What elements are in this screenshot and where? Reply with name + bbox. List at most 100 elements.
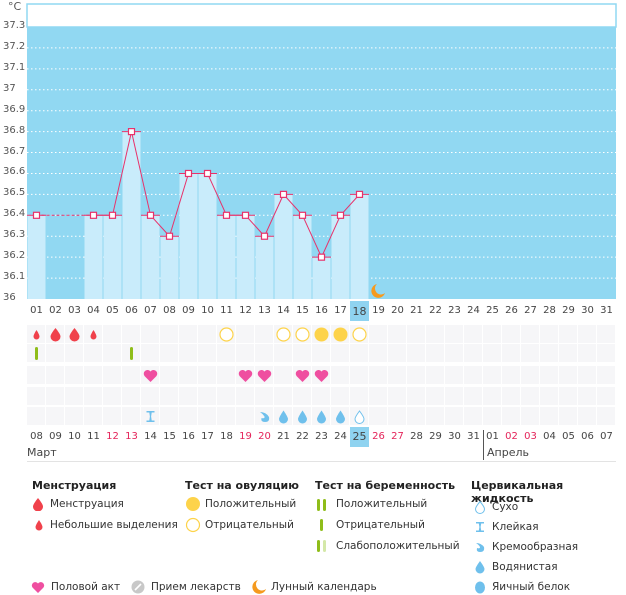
day-cell[interactable] [160, 344, 178, 362]
day-cell[interactable] [407, 366, 425, 384]
day-cell[interactable] [388, 407, 406, 425]
cycle-day-label[interactable]: 12 [239, 305, 252, 316]
day-cell[interactable] [502, 325, 520, 343]
calendar-date-label[interactable]: 13 [125, 431, 138, 442]
calendar-date-label[interactable]: 16 [182, 431, 195, 442]
day-cell[interactable] [597, 387, 615, 405]
cycle-day-label[interactable]: 25 [486, 305, 499, 316]
cycle-day-label[interactable]: 15 [296, 305, 309, 316]
day-cell[interactable] [426, 366, 444, 384]
day-cell[interactable] [236, 325, 254, 343]
day-cell[interactable] [559, 325, 577, 343]
day-cell[interactable] [217, 344, 235, 362]
day-cell[interactable] [445, 366, 463, 384]
day-cell[interactable] [540, 344, 558, 362]
calendar-date-label[interactable]: 21 [277, 431, 290, 442]
day-cell[interactable] [559, 407, 577, 425]
cycle-day-label[interactable]: 29 [562, 305, 575, 316]
calendar-date-label[interactable]: 29 [429, 431, 442, 442]
day-cell[interactable] [350, 387, 368, 405]
day-cell[interactable] [84, 344, 102, 362]
day-cell[interactable] [103, 407, 121, 425]
day-cell[interactable] [255, 387, 273, 405]
cycle-day-label[interactable]: 08 [163, 305, 176, 316]
day-cell[interactable] [236, 344, 254, 362]
day-cell[interactable] [521, 366, 539, 384]
day-cell[interactable] [369, 407, 387, 425]
day-cell[interactable] [445, 344, 463, 362]
day-cell[interactable] [597, 407, 615, 425]
day-cell[interactable] [160, 325, 178, 343]
day-cell[interactable] [160, 366, 178, 384]
day-cell[interactable] [141, 387, 159, 405]
day-cell[interactable] [122, 325, 140, 343]
day-cell[interactable] [407, 344, 425, 362]
day-cell[interactable] [312, 387, 330, 405]
cycle-day-label[interactable]: 20 [391, 305, 404, 316]
day-cell[interactable] [502, 366, 520, 384]
cycle-day-label[interactable]: 16 [315, 305, 328, 316]
day-cell[interactable] [255, 344, 273, 362]
day-cell[interactable] [103, 387, 121, 405]
calendar-date-label[interactable]: 19 [239, 431, 252, 442]
day-cell[interactable] [426, 407, 444, 425]
calendar-date-label[interactable]: 18 [220, 431, 233, 442]
day-cell[interactable] [502, 407, 520, 425]
day-cell[interactable] [179, 366, 197, 384]
day-cell[interactable] [483, 407, 501, 425]
day-cell[interactable] [407, 387, 425, 405]
day-cell[interactable] [217, 387, 235, 405]
day-cell[interactable] [331, 387, 349, 405]
day-cell[interactable] [464, 344, 482, 362]
calendar-date-label[interactable]: 27 [391, 431, 404, 442]
day-cell[interactable] [559, 344, 577, 362]
day-cell[interactable] [388, 387, 406, 405]
day-cell[interactable] [255, 325, 273, 343]
day-cell[interactable] [198, 366, 216, 384]
calendar-date-label[interactable]: 05 [562, 431, 575, 442]
calendar-date-label[interactable]: 26 [372, 431, 385, 442]
calendar-date-label[interactable]: 23 [315, 431, 328, 442]
day-cell[interactable] [369, 325, 387, 343]
day-cell[interactable] [179, 407, 197, 425]
day-cell[interactable] [46, 344, 64, 362]
day-cell[interactable] [559, 387, 577, 405]
day-cell[interactable] [521, 325, 539, 343]
day-cell[interactable] [84, 387, 102, 405]
day-cell[interactable] [578, 344, 596, 362]
day-cell[interactable] [483, 344, 501, 362]
day-cell[interactable] [84, 366, 102, 384]
calendar-date-label[interactable]: 15 [163, 431, 176, 442]
day-cell[interactable] [483, 366, 501, 384]
day-cell[interactable] [578, 325, 596, 343]
cycle-day-label[interactable]: 23 [448, 305, 461, 316]
day-cell[interactable] [426, 344, 444, 362]
day-cell[interactable] [217, 366, 235, 384]
day-cell[interactable] [540, 325, 558, 343]
cycle-day-label[interactable]: 26 [505, 305, 518, 316]
day-cell[interactable] [502, 344, 520, 362]
day-cell[interactable] [65, 407, 83, 425]
day-cell[interactable] [46, 387, 64, 405]
day-cell[interactable] [198, 344, 216, 362]
day-cell[interactable] [426, 325, 444, 343]
day-cell[interactable] [502, 387, 520, 405]
calendar-date-label[interactable]: 10 [68, 431, 81, 442]
day-cell[interactable] [27, 366, 45, 384]
day-cell[interactable] [521, 344, 539, 362]
day-cell[interactable] [350, 366, 368, 384]
cycle-day-label[interactable]: 28 [543, 305, 556, 316]
calendar-date-label[interactable]: 24 [334, 431, 347, 442]
day-cell[interactable] [331, 366, 349, 384]
day-cell[interactable] [160, 407, 178, 425]
day-cell[interactable] [540, 407, 558, 425]
day-cell[interactable] [388, 344, 406, 362]
day-cell[interactable] [540, 387, 558, 405]
calendar-date-label[interactable]: 11 [87, 431, 100, 442]
day-cell[interactable] [122, 387, 140, 405]
calendar-date-label[interactable]: 20 [258, 431, 271, 442]
day-cell[interactable] [217, 407, 235, 425]
cycle-day-label[interactable]: 21 [410, 305, 423, 316]
day-cell[interactable] [464, 366, 482, 384]
cycle-day-label[interactable]: 14 [277, 305, 290, 316]
